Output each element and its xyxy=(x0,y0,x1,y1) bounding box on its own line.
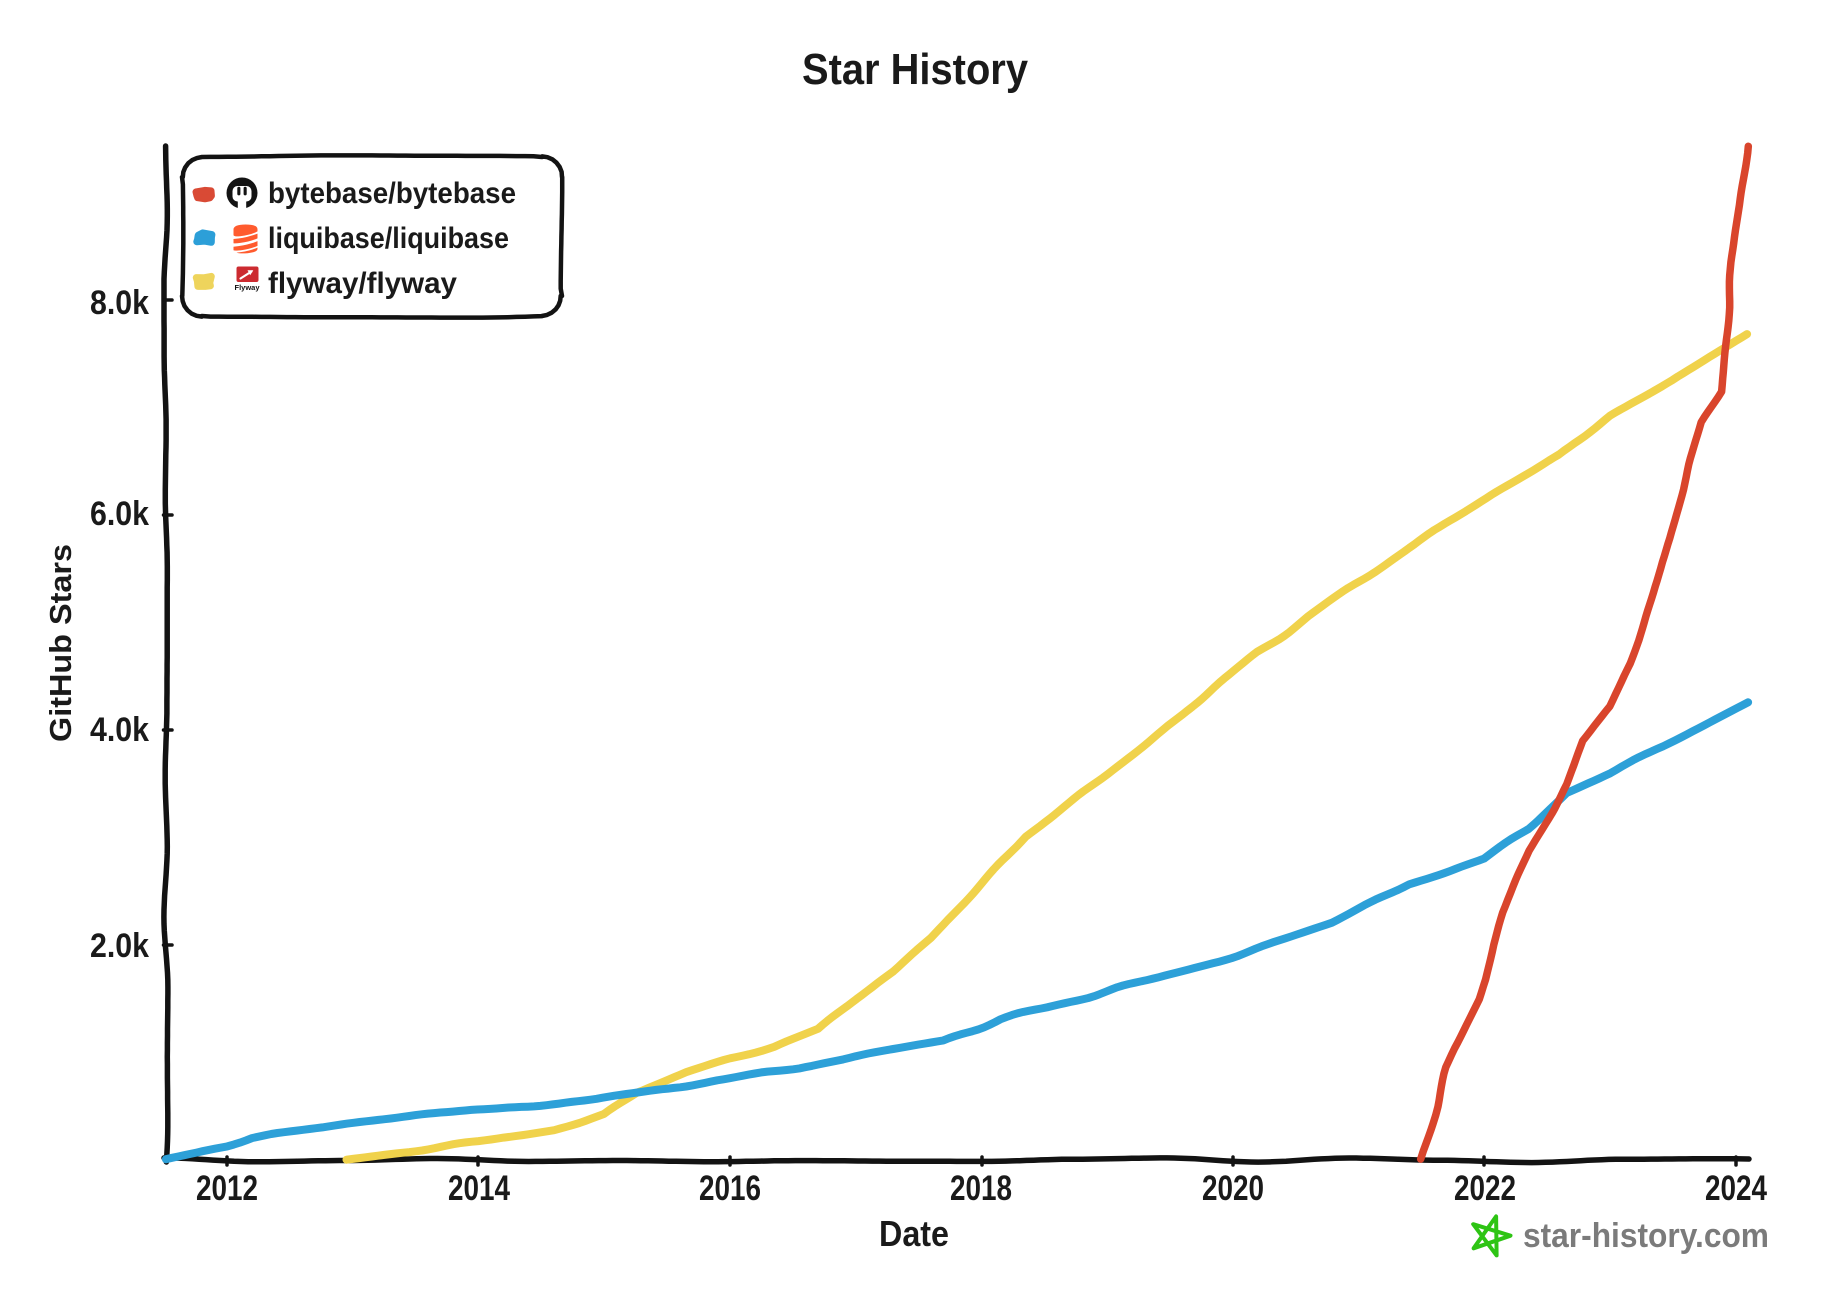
svg-text:2022: 2022 xyxy=(1454,1169,1516,1208)
svg-text:bytebase/bytebase: bytebase/bytebase xyxy=(268,177,516,210)
svg-text:2020: 2020 xyxy=(1202,1169,1264,1208)
svg-text:GitHub Stars: GitHub Stars xyxy=(43,544,78,742)
svg-text:2018: 2018 xyxy=(950,1169,1012,1208)
svg-text:star-history.com: star-history.com xyxy=(1523,1217,1769,1255)
svg-text:Date: Date xyxy=(879,1213,949,1254)
svg-text:4.0k: 4.0k xyxy=(90,711,149,749)
svg-text:Flyway: Flyway xyxy=(234,283,260,292)
svg-text:Star History: Star History xyxy=(802,45,1028,94)
svg-text:2016: 2016 xyxy=(699,1169,761,1208)
svg-text:liquibase/liquibase: liquibase/liquibase xyxy=(268,222,509,255)
svg-text:2024: 2024 xyxy=(1705,1169,1767,1208)
svg-text:2014: 2014 xyxy=(448,1169,510,1208)
svg-text:6.0k: 6.0k xyxy=(90,495,149,533)
svg-text:2.0k: 2.0k xyxy=(90,927,149,965)
svg-text:8.0k: 8.0k xyxy=(90,284,149,322)
svg-text:flyway/flyway: flyway/flyway xyxy=(268,267,457,300)
svg-text:2012: 2012 xyxy=(196,1169,258,1208)
